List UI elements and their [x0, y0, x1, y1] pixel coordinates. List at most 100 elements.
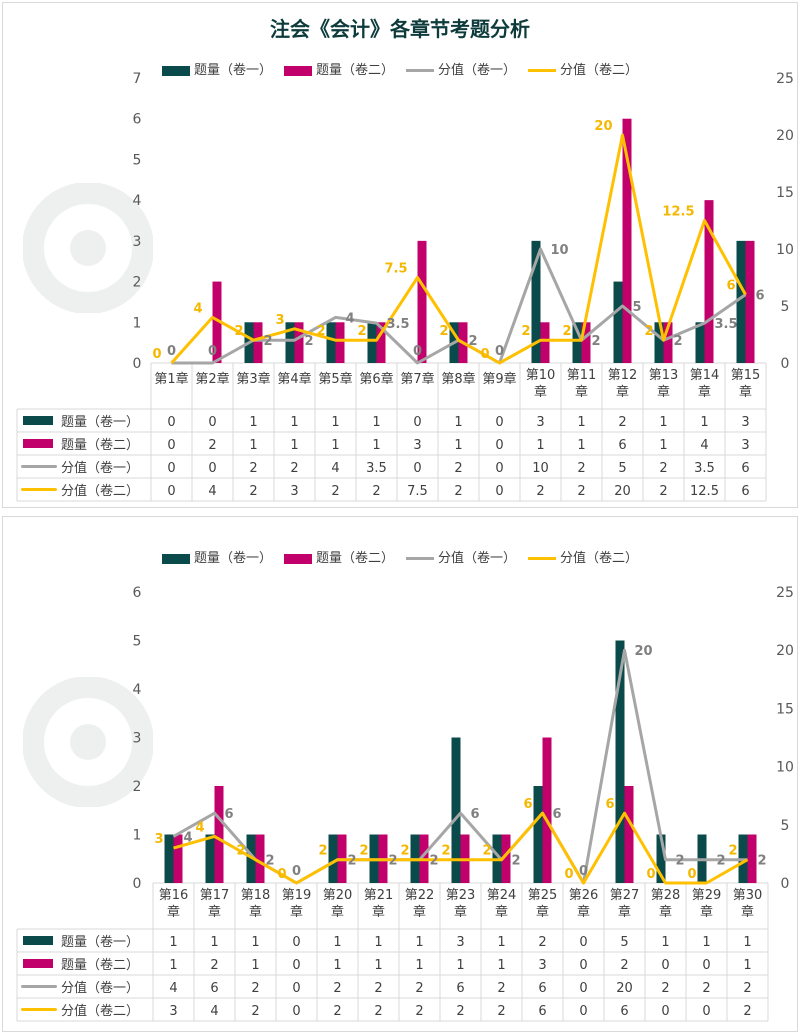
table-cell: 4 [331, 461, 339, 476]
table-cell: 1 [454, 415, 462, 430]
bar-juan1 [531, 240, 541, 363]
table-cell: 0 [167, 461, 175, 476]
right-axis-tick: 5 [781, 818, 790, 834]
category-label: 章 [616, 384, 629, 400]
category-label: 章 [534, 384, 547, 400]
table-legend-swatch [21, 488, 57, 491]
table-cell: 4 [169, 981, 177, 996]
legend-label: 题量（卷一） [193, 551, 272, 566]
legend-line-swatch [406, 69, 434, 72]
table-cell: 2 [415, 1004, 423, 1019]
legend-item: 题量（卷一） [161, 547, 272, 566]
table-cell: 0 [208, 415, 216, 430]
data-label: 2 [441, 844, 450, 859]
table-cell: 1 [169, 935, 177, 950]
bar-juan1 [613, 281, 623, 363]
bar-juan2 [294, 322, 304, 363]
table-cell: 1 [333, 935, 341, 950]
table-cell: 1 [251, 958, 259, 973]
bar-juan1 [533, 786, 543, 883]
legend-bar-swatch [161, 553, 190, 564]
table-cell: 1 [249, 438, 257, 453]
table-cell: 0 [208, 461, 216, 476]
category-label: 第13 [649, 368, 679, 383]
table-cell: 0 [292, 958, 300, 973]
table-cell: 1 [659, 438, 667, 453]
category-label: 第14 [690, 368, 720, 383]
table-cell: 10 [532, 461, 549, 476]
table-cell: 3 [456, 935, 464, 950]
table-cell: 0 [167, 484, 175, 499]
left-axis-tick: 6 [133, 112, 142, 128]
bar-juan2 [663, 322, 673, 363]
category-label: 第25 [528, 888, 558, 903]
bar-juan1 [451, 737, 461, 883]
category-label: 章 [290, 904, 303, 920]
data-label: 2 [482, 844, 491, 859]
data-label: 2 [758, 854, 767, 869]
table-cell: 2 [620, 958, 628, 973]
right-axis-tick: 10 [776, 242, 794, 258]
data-label: 7.5 [384, 262, 407, 277]
category-label: 章 [208, 904, 221, 920]
table-cell: 0 [579, 981, 587, 996]
table-legend-swatch [23, 959, 53, 968]
left-axis-tick: 1 [133, 315, 142, 331]
line-score-juan2 [170, 133, 747, 365]
data-label: 3 [275, 313, 284, 328]
table-cell: 0 [292, 1004, 300, 1019]
table-row-label: 题量（卷二） [61, 957, 139, 973]
data-label: 2 [400, 844, 409, 859]
data-label: 3.5 [387, 317, 410, 332]
table-cell: 1 [249, 415, 257, 430]
category-label: 第3章 [236, 371, 270, 387]
table-cell: 2 [333, 981, 341, 996]
table-cell: 2 [374, 981, 382, 996]
legend-line-swatch [528, 69, 557, 72]
bar-juan1 [654, 322, 664, 363]
data-label: 0 [167, 344, 176, 359]
table-cell: 1 [743, 935, 751, 950]
table-cell: 3 [169, 1004, 177, 1019]
category-label: 章 [167, 904, 180, 920]
legend-bar-swatch [283, 65, 312, 76]
table-cell: 2 [290, 461, 298, 476]
bar-juan2 [704, 200, 714, 363]
data-label: 6 [756, 289, 765, 304]
category-label: 第1章 [154, 371, 188, 387]
table-cell: 2 [456, 1004, 464, 1019]
left-axis-tick: 0 [133, 876, 142, 892]
table-cell: 2 [333, 1004, 341, 1019]
table-cell: 5 [620, 935, 628, 950]
table-cell: 20 [614, 484, 631, 499]
table-cell: 6 [741, 461, 749, 476]
table-cell: 1 [331, 438, 339, 453]
table-cell: 1 [290, 438, 298, 453]
data-label: 0 [687, 867, 696, 882]
data-label: 2 [521, 324, 530, 339]
bar-juan2 [335, 322, 345, 363]
table-cell: 1 [497, 935, 505, 950]
legend-line-swatch [528, 557, 557, 560]
table-cell: 1 [577, 438, 585, 453]
data-label: 0 [208, 344, 217, 359]
table-cell: 0 [167, 438, 175, 453]
legend-item: 分值（卷二） [528, 547, 638, 566]
data-label: 2 [562, 324, 571, 339]
data-label: 20 [635, 644, 653, 659]
table-cell: 1 [577, 415, 585, 430]
table-cell: 1 [456, 958, 464, 973]
category-label: 第22 [405, 888, 435, 903]
table-cell: 6 [620, 1004, 628, 1019]
table-cell: 6 [618, 438, 626, 453]
legend-item: 分值（卷一） [406, 59, 516, 78]
legend-label: 分值（卷一） [438, 551, 517, 566]
table-row-label: 分值（卷一） [61, 460, 139, 476]
category-label: 章 [536, 904, 549, 920]
table-cell: 0 [495, 484, 503, 499]
table-cell: 1 [331, 415, 339, 430]
category-label: 章 [372, 904, 385, 920]
table-cell: 0 [292, 981, 300, 996]
data-label: 0 [579, 864, 588, 879]
data-label: 4 [193, 301, 202, 316]
